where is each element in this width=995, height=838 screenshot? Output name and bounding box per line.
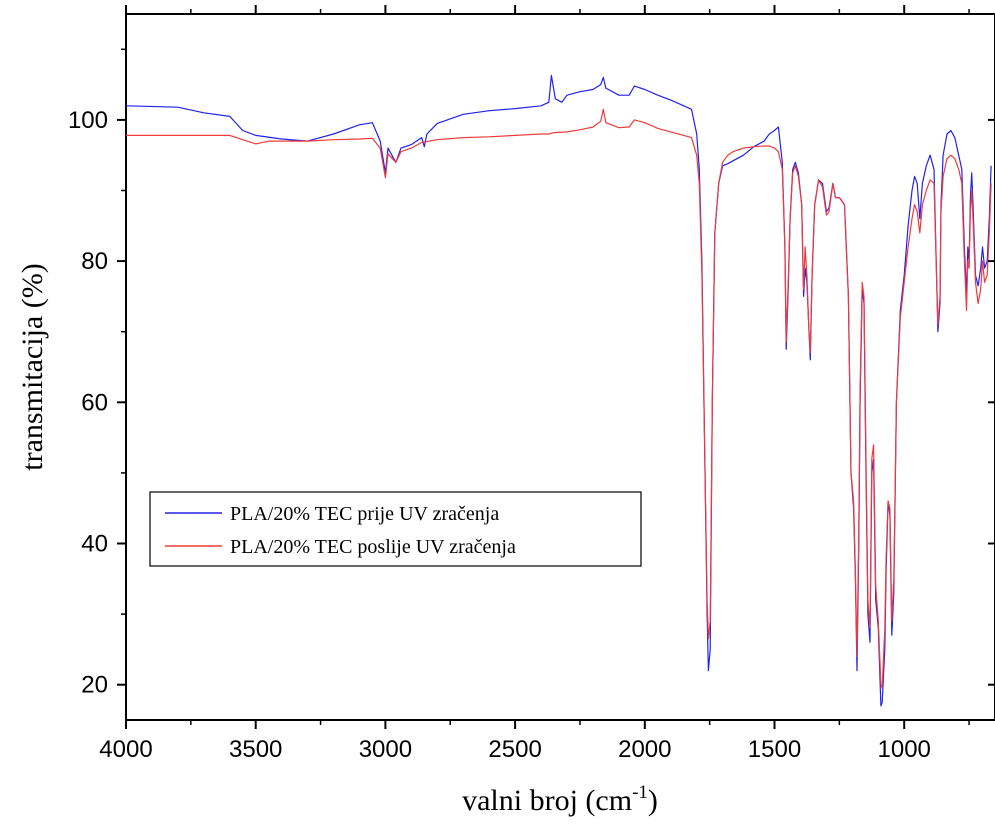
legend-label-poslije: PLA/20% TEC poslije UV zračenja xyxy=(230,536,516,558)
series-line-prije-uv xyxy=(125,74,992,707)
y-tick-label: 100 xyxy=(68,107,108,134)
x-tick-label: 3500 xyxy=(229,736,282,763)
axis-layer: 4000 3500 3000 2500 2000 1500 1000 20 40 60 80 100 xyxy=(68,5,995,763)
x-axis-title: valni broj (cm-1) xyxy=(462,782,658,817)
y-tick-label: 20 xyxy=(81,672,108,699)
y-axis-title: transmitacija (%) xyxy=(16,263,49,470)
legend: PLA/20% TEC prije UV zračenja PLA/20% TE… xyxy=(149,491,642,567)
x-tick-label: 2000 xyxy=(618,736,671,763)
y-tick-label: 40 xyxy=(81,531,108,558)
x-axis-title-main: valni broj (cm xyxy=(462,784,632,817)
x-tick-label: 4000 xyxy=(99,736,152,763)
x-axis-title-superscript: -1 xyxy=(632,782,648,803)
plot-area-frame xyxy=(125,13,995,721)
x-tick-label: 3000 xyxy=(359,736,412,763)
series-line-poslije-uv xyxy=(126,108,992,689)
x-tick-label: 1000 xyxy=(878,736,931,763)
series-layer xyxy=(125,74,992,707)
y-tick-label: 80 xyxy=(81,248,108,275)
legend-box xyxy=(149,491,642,567)
x-tick-label: 1500 xyxy=(748,736,801,763)
y-tick-label: 60 xyxy=(81,389,108,416)
x-axis-title-close: ) xyxy=(648,784,658,817)
x-tick-label: 2500 xyxy=(488,736,541,763)
legend-label-prije: PLA/20% TEC prije UV zračenja xyxy=(230,503,499,525)
